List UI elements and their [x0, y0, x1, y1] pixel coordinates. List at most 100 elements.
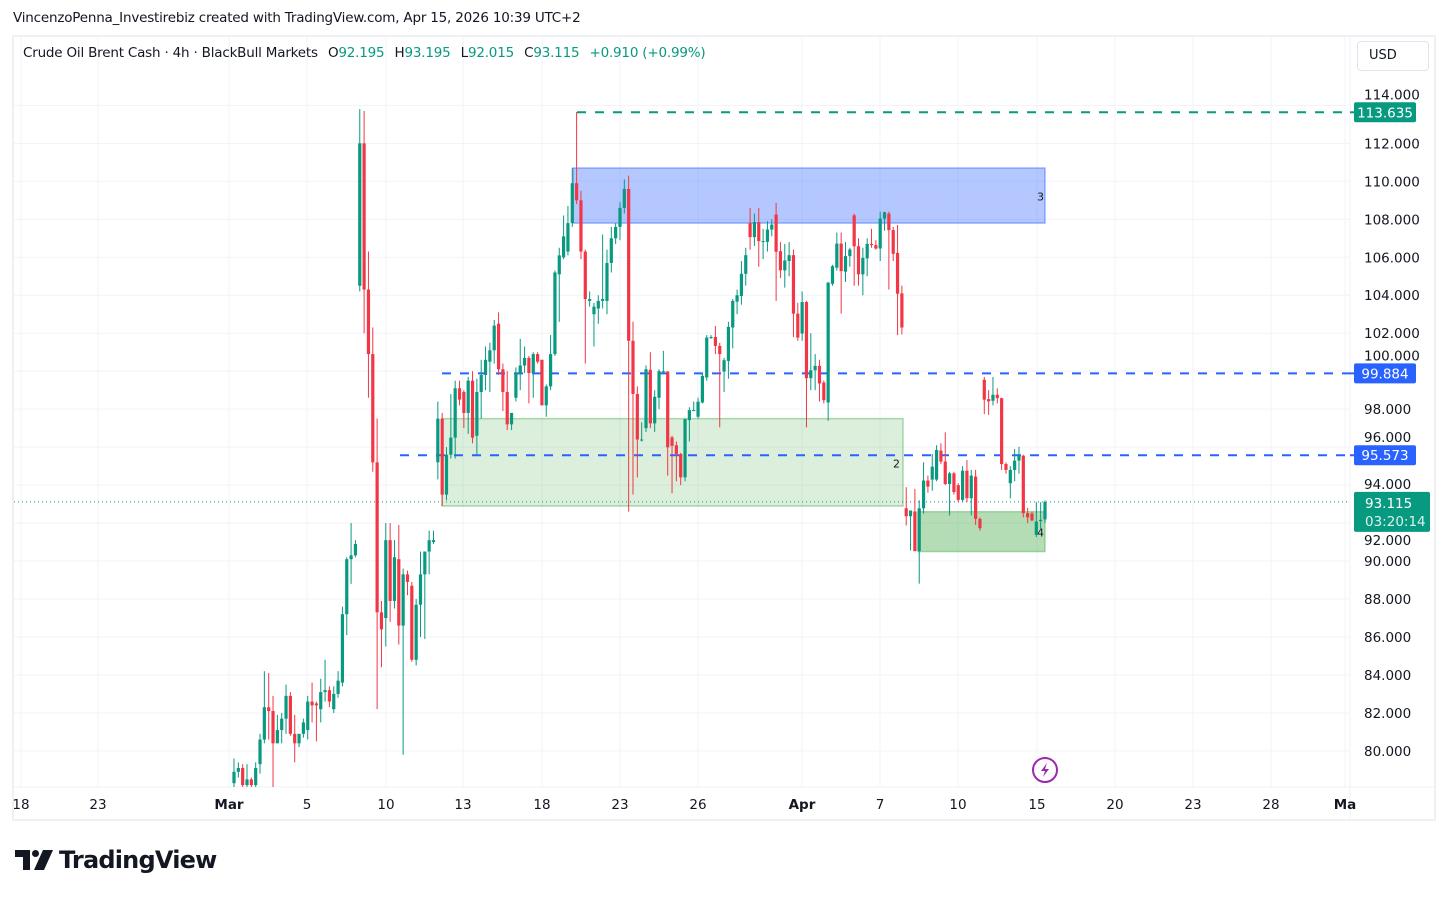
price-tick-label: 96.000 [1364, 430, 1411, 446]
candle-body [527, 357, 531, 374]
candle [275, 714, 279, 744]
candle [310, 682, 314, 723]
candle [336, 671, 340, 698]
candle [271, 695, 275, 787]
candle [778, 242, 783, 279]
candle-body [544, 386, 548, 406]
candle [605, 249, 609, 315]
candle-body [275, 730, 279, 744]
candle [483, 346, 488, 391]
candle [544, 384, 548, 417]
candle [297, 733, 301, 748]
candle-body [492, 325, 496, 351]
candle [262, 671, 266, 744]
candle [288, 692, 292, 736]
candle [843, 242, 848, 282]
candle [444, 447, 449, 501]
candle [470, 371, 475, 444]
candle [891, 226, 895, 262]
candle-body [297, 733, 301, 744]
candle-body [397, 559, 401, 626]
price-axis[interactable]: 80.000 82.000 84.000 86.000 88.000 90.000 92.0… [1364, 87, 1420, 760]
candle-body [804, 302, 809, 379]
candle [514, 367, 518, 402]
candle-body [752, 222, 757, 238]
candle-body [991, 394, 995, 401]
candle [956, 483, 960, 503]
candle-body [856, 246, 861, 275]
candle-body [1000, 398, 1004, 465]
candle-body [327, 690, 332, 702]
candle [1008, 466, 1012, 499]
candle [674, 441, 678, 482]
candle-body [852, 215, 856, 247]
candle-body [987, 399, 991, 402]
candle-body [475, 392, 479, 436]
candle [934, 445, 939, 482]
candle [787, 242, 791, 277]
candle [301, 718, 305, 738]
candle [822, 380, 826, 404]
candle [327, 686, 332, 708]
last-price-badge [1354, 491, 1430, 532]
tradingview-logo[interactable]: TradingView [15, 846, 217, 874]
time-axis[interactable]: 18 23 Mar 5 10 13 18 23 26 Apr 7 10 15 20 23 28 Ma [12, 797, 1356, 813]
candle [982, 376, 986, 415]
candle [280, 712, 284, 744]
candle-body [509, 412, 514, 425]
candle [627, 175, 631, 512]
symbol-title[interactable]: Crude Oil Brent Cash · 4h · BlackBull Ma… [23, 45, 318, 61]
bar-countdown: 03:20:14 [1365, 514, 1426, 530]
candle-body [427, 540, 431, 552]
candle-body [566, 223, 570, 252]
candle [579, 190, 583, 260]
candle [861, 247, 865, 296]
candle [414, 599, 418, 666]
candle-body [995, 394, 999, 399]
candle-body [648, 369, 652, 424]
candle [1030, 511, 1034, 522]
candle-body [774, 214, 778, 252]
event-lightning-icon[interactable] [1032, 757, 1058, 783]
candle-body [1013, 460, 1017, 470]
candle [974, 469, 978, 525]
candle-body [731, 300, 735, 328]
time-tick-label: 23 [1184, 797, 1201, 813]
candle-body [340, 614, 345, 683]
candle-body [761, 241, 765, 243]
price-tick-label: 84.000 [1364, 668, 1411, 684]
zone-label: 2 [893, 457, 900, 470]
candle [826, 281, 830, 421]
candle [700, 373, 704, 404]
candle [479, 359, 483, 419]
levels [14, 111, 1350, 503]
candle [796, 302, 800, 341]
candle-body [813, 365, 817, 371]
candle-body [765, 229, 770, 242]
candle [943, 432, 947, 486]
candle-body [1021, 455, 1025, 514]
candle-body [449, 437, 453, 455]
price-tick-label: 112.000 [1364, 136, 1420, 152]
candle-body [661, 371, 665, 373]
candle-body [592, 306, 596, 315]
candle [362, 111, 366, 334]
candle-body [869, 243, 874, 246]
candle [839, 232, 843, 314]
candle-body [375, 462, 379, 613]
time-tick-label: Ma [1334, 797, 1357, 813]
close-value: 93.115 [533, 45, 580, 61]
grid [13, 36, 1436, 821]
candle-body [418, 574, 423, 605]
change-value: +0.910 (+0.99%) [589, 45, 706, 61]
candle-body [457, 388, 462, 400]
candle-body [241, 768, 245, 786]
candle-body [878, 218, 882, 249]
candle-body [496, 323, 501, 370]
candle-body [444, 454, 449, 495]
currency-button[interactable]: USD [1357, 41, 1429, 71]
candle-body [553, 272, 557, 355]
price-tick-label: 80.000 [1364, 744, 1411, 760]
open-value: 92.195 [338, 45, 385, 61]
